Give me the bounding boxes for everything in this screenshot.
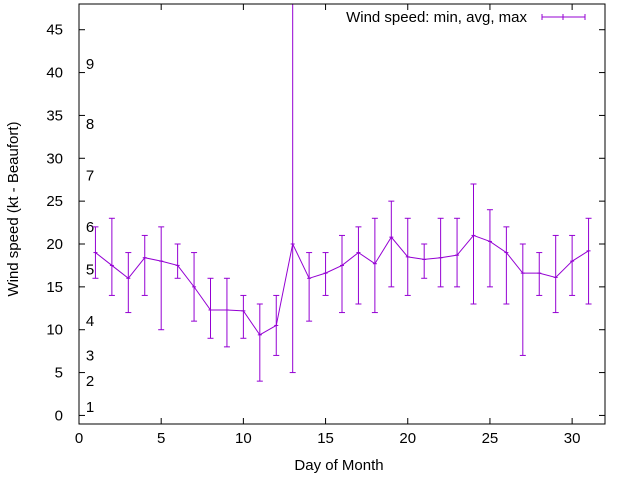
plot-frame: [78, 3, 606, 425]
y-tick-label: 5: [55, 365, 63, 382]
beaufort-label: 3: [86, 347, 94, 364]
x-tick-label: 10: [235, 430, 252, 447]
x-axis-title: Day of Month: [294, 457, 383, 474]
y-tick-label: 45: [46, 22, 63, 39]
x-tick-label: 20: [399, 430, 416, 447]
y-tick-label: 15: [46, 279, 63, 296]
beaufort-scale-labels: 1 2 3 4 5 6 7 8 9: [86, 56, 94, 416]
x-tick-label: 15: [317, 430, 334, 447]
y-tick-label: 40: [46, 65, 63, 82]
x-tick-label: 5: [157, 430, 165, 447]
x-tick-label: 30: [564, 430, 581, 447]
beaufort-label: 2: [86, 373, 94, 390]
y-tick-label: 10: [46, 322, 63, 339]
x-tick-label: 25: [482, 430, 499, 447]
legend: Wind speed: min, avg, max: [346, 9, 586, 26]
series-layer: [92, 3, 592, 382]
beaufort-label: 9: [86, 56, 94, 73]
beaufort-label: 1: [86, 399, 94, 416]
y-tick-label: 35: [46, 107, 63, 124]
y-tick-label: 0: [55, 407, 63, 424]
beaufort-label: 5: [86, 262, 94, 279]
y-axis-title: Wind speed (kt - Beaufort): [5, 121, 22, 296]
beaufort-label: 7: [86, 167, 94, 184]
beaufort-label: 6: [86, 219, 94, 236]
beaufort-label: 4: [86, 313, 94, 330]
y-tick-label: 20: [46, 236, 63, 253]
x-tick-label: 0: [75, 430, 83, 447]
beaufort-label: 8: [86, 116, 94, 133]
y-tick-label: 25: [46, 193, 63, 210]
legend-label: Wind speed: min, avg, max: [346, 9, 527, 26]
y-tick-label: 30: [46, 150, 63, 167]
